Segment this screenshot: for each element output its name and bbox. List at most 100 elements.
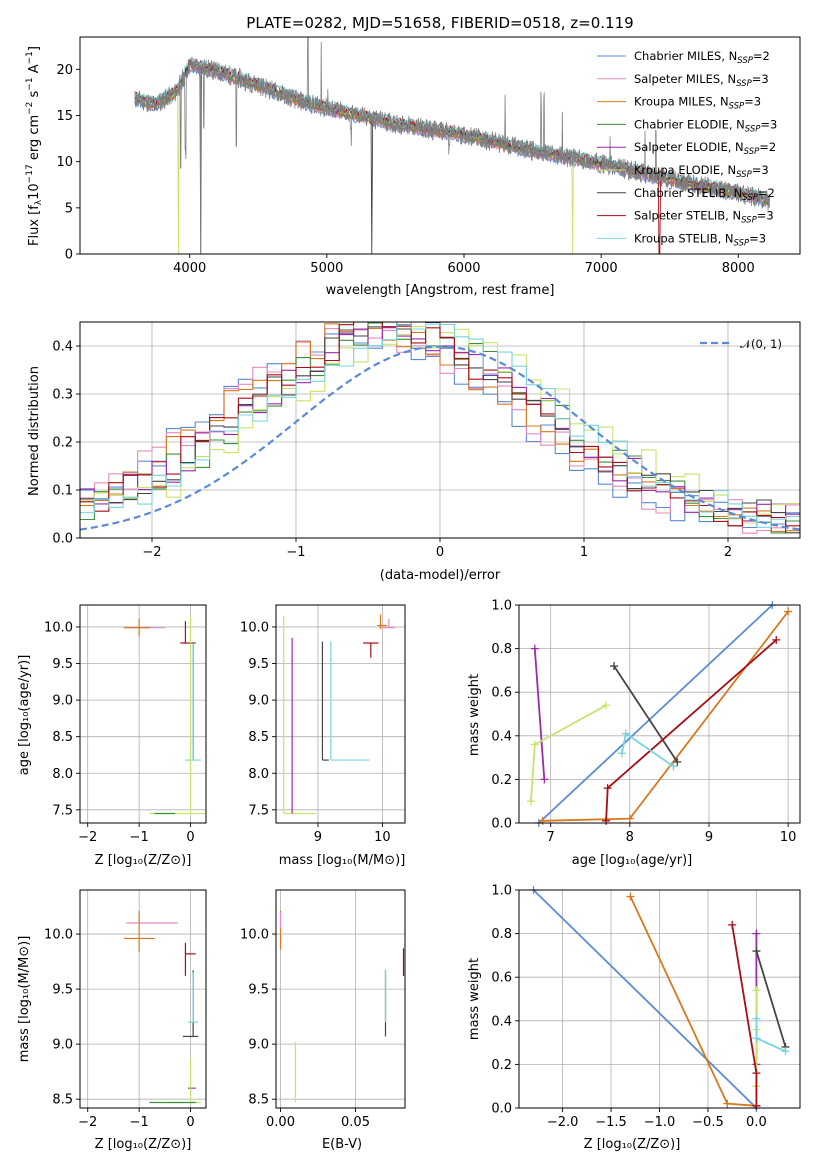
x-tick-label: −1 xyxy=(130,1115,149,1130)
normal-reference-curve xyxy=(80,345,800,531)
age-vs-mass-panel: 9 10 7.5 8.0 8.5 9.0 9.5 10.0 xyxy=(240,604,406,845)
residuals-ylabel: Normed distribution xyxy=(27,366,42,496)
y-tick-label: 0.1 xyxy=(52,484,73,499)
model-spectrum-line xyxy=(134,59,770,254)
y-tick-label: 1.0 xyxy=(491,884,512,899)
mass-weight-point xyxy=(673,757,682,766)
y-tick-label: 8.5 xyxy=(52,1093,73,1108)
y-tick-label: 0.0 xyxy=(491,1102,512,1117)
y-tick-label: 0.2 xyxy=(491,1058,512,1073)
x-tick-label: 0.05 xyxy=(341,1115,370,1130)
y-tick-label: 8.5 xyxy=(248,1093,269,1108)
mass-weight-line xyxy=(613,665,679,763)
y-tick-label: 10 xyxy=(56,155,73,170)
y-tick-label: 9.5 xyxy=(52,983,73,998)
x-tick-label: −1 xyxy=(130,830,149,845)
x-tick-label: −1 xyxy=(286,545,305,560)
y-tick-label: 0.8 xyxy=(491,927,512,942)
mass-weight-point xyxy=(723,1099,732,1108)
axes-frame xyxy=(518,889,801,1109)
y-tick-label: 0.6 xyxy=(491,686,512,701)
spectrum-ylabel: Flux [fλ10−17 erg cm−2 s−1 A−1] xyxy=(25,46,44,246)
y-tick-label: 0 xyxy=(65,248,73,263)
y-tick-label: 10.0 xyxy=(240,620,269,635)
y-tick-label: 0.4 xyxy=(491,1014,512,1029)
legend-label: Chabrier MILES, NSSP=2 xyxy=(634,49,770,66)
y-tick-label: 10.0 xyxy=(240,928,269,943)
residual-histogram xyxy=(80,322,800,528)
weight-vs-Z-xlabel: Z [log₁₀(Z/Z⊙)] xyxy=(584,1137,681,1152)
x-tick-label: 0.00 xyxy=(266,1115,295,1130)
x-tick-label: 10 xyxy=(374,830,391,845)
model-spectrum-line xyxy=(134,60,770,254)
x-tick-label: 5000 xyxy=(310,261,343,276)
y-tick-label: 0.6 xyxy=(491,971,512,986)
mass-weight-point xyxy=(669,762,678,771)
x-tick-label: 8000 xyxy=(722,261,755,276)
mass-weight-point xyxy=(603,784,612,793)
mass-weight-line xyxy=(605,639,777,821)
mass-vs-metallicity-panel: −2 −1 0 8.5 9.0 9.5 10.0 xyxy=(44,889,207,1130)
x-tick-label: −2.0 xyxy=(547,1115,579,1130)
y-tick-label: 8.0 xyxy=(52,767,73,782)
y-tick-label: 0.4 xyxy=(491,729,512,744)
mass-weight-point xyxy=(530,740,539,749)
mass-weight-point xyxy=(752,1014,761,1023)
mass-weight-point xyxy=(772,635,781,644)
mass-weight-line xyxy=(538,605,773,823)
mass-weight-point xyxy=(530,644,539,653)
x-tick-label: 0 xyxy=(186,1115,194,1130)
y-tick-label: 0.2 xyxy=(52,436,73,451)
mass-weight-point xyxy=(625,814,634,823)
residuals-xlabel: (data-model)/error xyxy=(380,568,501,583)
mass-vs-Z-xlabel: Z [log₁₀(Z/Z⊙)] xyxy=(95,1137,192,1152)
mass-weight-point xyxy=(602,816,611,825)
x-tick-label: −2 xyxy=(78,830,97,845)
mass-weight-point xyxy=(526,797,535,806)
spectrum-xlabel: wavelength [Angstrom, rest frame] xyxy=(326,283,555,298)
x-tick-label: 2 xyxy=(724,545,732,560)
x-tick-label: 4000 xyxy=(173,261,206,276)
y-tick-label: 9.0 xyxy=(248,694,269,709)
y-tick-label: 7.5 xyxy=(52,803,73,818)
spectrum-title: PLATE=0282, MJD=51658, FIBERID=0518, z=0… xyxy=(246,14,633,32)
x-tick-label: −1.5 xyxy=(595,1115,627,1130)
mass-weight-point xyxy=(752,1034,761,1043)
x-tick-label: 9 xyxy=(705,830,713,845)
legend-label: Kroupa MILES, NSSP=3 xyxy=(634,95,761,112)
spectrum-panel: 4000 5000 6000 7000 8000 0 5 10 15 20 xyxy=(56,36,801,276)
mass-weight-point xyxy=(602,701,611,710)
mass-weight-line xyxy=(755,950,787,1048)
mass-weight-point xyxy=(752,947,761,956)
y-tick-label: 0.4 xyxy=(52,340,73,355)
mass-weight-point xyxy=(621,729,630,738)
y-tick-label: 1.0 xyxy=(491,599,512,614)
weight-vs-age-ylabel: mass weight xyxy=(467,674,482,756)
x-tick-label: 7000 xyxy=(585,261,618,276)
mass-vs-ebv-xlabel: E(B-V) xyxy=(322,1137,362,1152)
y-tick-label: 0.0 xyxy=(52,532,73,547)
age-vs-Z-ylabel: age [log₁₀(age/yr)] xyxy=(17,655,32,776)
weight-vs-Z-ylabel: mass weight xyxy=(467,958,482,1040)
axes-frame xyxy=(518,604,801,824)
legend-label: Salpeter ELODIE, NSSP=2 xyxy=(634,140,776,157)
observed-spectrum-line xyxy=(134,37,771,254)
mass-weight-line xyxy=(542,610,789,822)
x-tick-label: −1.0 xyxy=(644,1115,676,1130)
mass-vs-ebv-panel: 0.00 0.05 8.5 9.0 9.5 10.0 xyxy=(240,889,406,1130)
weight-vs-metallicity-panel: −2.0 −1.5 −1.0 −0.5 0.0 0.0 0.2 0.4 0.6 0.8 1.0 xyxy=(491,884,801,1130)
x-tick-label: 0 xyxy=(186,830,194,845)
x-tick-label: 0 xyxy=(436,545,444,560)
legend-label: 𝒩(0, 1) xyxy=(740,337,782,351)
mass-weight-line xyxy=(629,896,757,1107)
x-tick-label: 6000 xyxy=(447,261,480,276)
y-tick-label: 9.0 xyxy=(52,1038,73,1053)
spectrum-legend: Chabrier MILES, NSSP=2 Salpeter MILES, NS… xyxy=(597,49,777,248)
legend-label: Salpeter MILES, NSSP=3 xyxy=(634,72,769,89)
x-tick-label: 1 xyxy=(580,545,588,560)
y-tick-label: 10.0 xyxy=(44,620,73,635)
mass-weight-point xyxy=(784,607,793,616)
mass-weight-point xyxy=(609,662,618,671)
y-tick-label: 9.0 xyxy=(52,694,73,709)
